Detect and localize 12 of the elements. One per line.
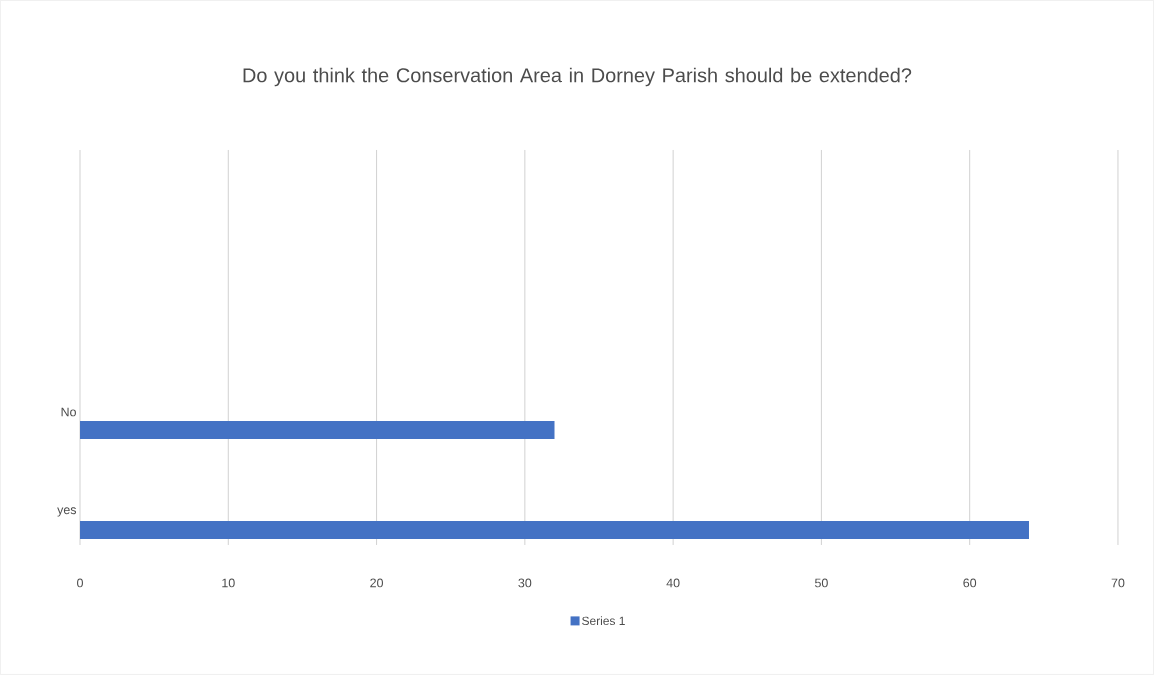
x-tick-label: 20 xyxy=(370,578,383,588)
x-tick-label: 0 xyxy=(77,578,83,588)
x-tick-label: 60 xyxy=(963,578,977,588)
y-tick-label: yes xyxy=(57,507,77,517)
x-tick-label: 70 xyxy=(1111,578,1125,588)
x-tick-label: 40 xyxy=(666,578,680,588)
legend-label: Series 1 xyxy=(582,616,625,626)
y-tick-label: No xyxy=(61,407,76,417)
x-tick-label: 50 xyxy=(814,578,828,588)
x-tick-label: 30 xyxy=(518,578,532,588)
x-tick-label: 10 xyxy=(222,578,235,588)
chart-title: Do you think the Conservation Area in Dorney Parish should be extended? xyxy=(243,67,912,87)
